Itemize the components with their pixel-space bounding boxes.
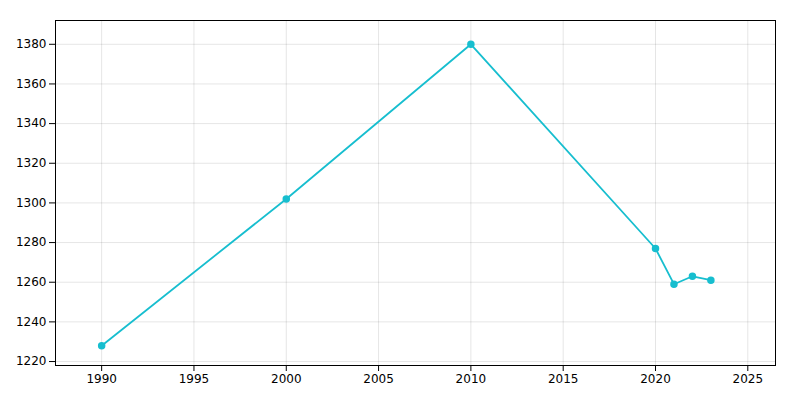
svg-text:1260: 1260 xyxy=(16,275,47,289)
svg-text:2025: 2025 xyxy=(733,372,764,386)
svg-text:1280: 1280 xyxy=(16,235,47,249)
svg-text:2015: 2015 xyxy=(548,372,579,386)
svg-text:1995: 1995 xyxy=(179,372,210,386)
svg-text:2010: 2010 xyxy=(456,372,487,386)
svg-text:1990: 1990 xyxy=(86,372,117,386)
svg-text:1320: 1320 xyxy=(16,156,47,170)
svg-text:1340: 1340 xyxy=(16,116,47,130)
svg-text:1300: 1300 xyxy=(16,196,47,210)
svg-text:2005: 2005 xyxy=(363,372,394,386)
svg-text:2000: 2000 xyxy=(271,372,302,386)
svg-text:2020: 2020 xyxy=(640,372,671,386)
svg-text:1240: 1240 xyxy=(16,315,47,329)
svg-text:1220: 1220 xyxy=(16,354,47,368)
svg-text:1360: 1360 xyxy=(16,77,47,91)
svg-text:1380: 1380 xyxy=(16,37,47,51)
